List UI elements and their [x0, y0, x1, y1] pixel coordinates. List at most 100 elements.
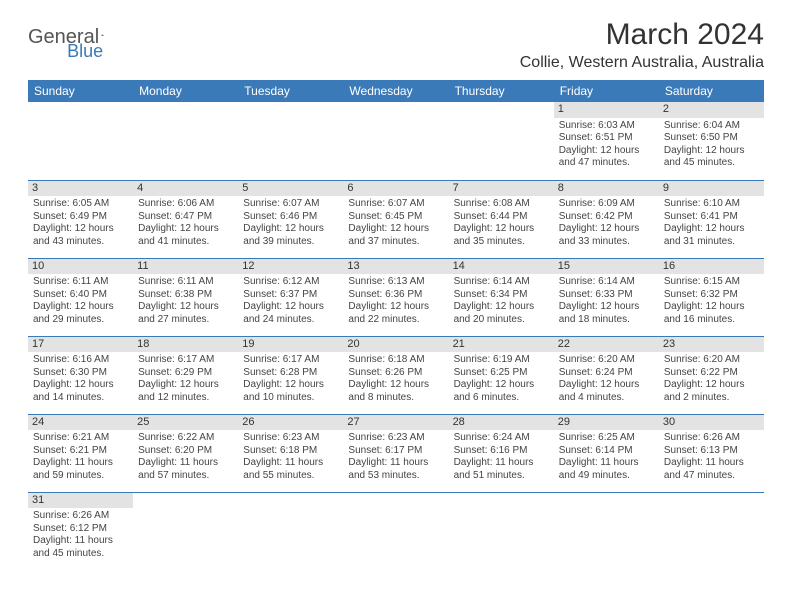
- calendar-cell: 23Sunrise: 6:20 AMSunset: 6:22 PMDayligh…: [659, 336, 764, 414]
- calendar-cell: [449, 492, 554, 570]
- calendar-cell: 14Sunrise: 6:14 AMSunset: 6:34 PMDayligh…: [449, 258, 554, 336]
- title-block: March 2024 Collie, Western Australia, Au…: [520, 18, 764, 72]
- daylight-text: Daylight: 11 hours and 49 minutes.: [559, 457, 654, 482]
- calendar-cell: 26Sunrise: 6:23 AMSunset: 6:18 PMDayligh…: [238, 414, 343, 492]
- daylight-text: Daylight: 11 hours and 59 minutes.: [33, 457, 128, 482]
- location-subtitle: Collie, Western Australia, Australia: [520, 54, 764, 72]
- sunrise-text: Sunrise: 6:03 AM: [559, 120, 654, 133]
- sunrise-text: Sunrise: 6:25 AM: [559, 432, 654, 445]
- daylight-text: Daylight: 11 hours and 47 minutes.: [664, 457, 759, 482]
- calendar-cell: 29Sunrise: 6:25 AMSunset: 6:14 PMDayligh…: [554, 414, 659, 492]
- sunset-text: Sunset: 6:49 PM: [33, 211, 128, 224]
- daylight-text: Daylight: 12 hours and 8 minutes.: [348, 379, 443, 404]
- logo-text-part2: Blue: [67, 41, 103, 62]
- daylight-text: Daylight: 12 hours and 35 minutes.: [454, 223, 549, 248]
- daylight-text: Daylight: 12 hours and 18 minutes.: [559, 301, 654, 326]
- day-number: 1: [554, 102, 659, 118]
- calendar-cell: 8Sunrise: 6:09 AMSunset: 6:42 PMDaylight…: [554, 180, 659, 258]
- calendar-cell: [238, 492, 343, 570]
- day-number: 31: [28, 493, 133, 509]
- calendar-cell: [343, 102, 448, 180]
- calendar-cell: 11Sunrise: 6:11 AMSunset: 6:38 PMDayligh…: [133, 258, 238, 336]
- sunrise-text: Sunrise: 6:17 AM: [243, 354, 338, 367]
- daylight-text: Daylight: 12 hours and 12 minutes.: [138, 379, 233, 404]
- calendar-body: 1Sunrise: 6:03 AMSunset: 6:51 PMDaylight…: [28, 102, 764, 570]
- sunrise-text: Sunrise: 6:23 AM: [243, 432, 338, 445]
- calendar-cell: 19Sunrise: 6:17 AMSunset: 6:28 PMDayligh…: [238, 336, 343, 414]
- sunset-text: Sunset: 6:21 PM: [33, 445, 128, 458]
- daylight-text: Daylight: 12 hours and 6 minutes.: [454, 379, 549, 404]
- sunrise-text: Sunrise: 6:20 AM: [559, 354, 654, 367]
- calendar-cell: 21Sunrise: 6:19 AMSunset: 6:25 PMDayligh…: [449, 336, 554, 414]
- day-number: 12: [238, 259, 343, 275]
- calendar-table: SundayMondayTuesdayWednesdayThursdayFrid…: [28, 80, 764, 570]
- sunset-text: Sunset: 6:33 PM: [559, 289, 654, 302]
- daylight-text: Daylight: 11 hours and 57 minutes.: [138, 457, 233, 482]
- calendar-cell: 2Sunrise: 6:04 AMSunset: 6:50 PMDaylight…: [659, 102, 764, 180]
- sunrise-text: Sunrise: 6:22 AM: [138, 432, 233, 445]
- sunrise-text: Sunrise: 6:15 AM: [664, 276, 759, 289]
- calendar-cell: [133, 102, 238, 180]
- daylight-text: Daylight: 12 hours and 33 minutes.: [559, 223, 654, 248]
- day-number: 3: [28, 181, 133, 197]
- day-header: Saturday: [659, 80, 764, 102]
- day-number: 11: [133, 259, 238, 275]
- day-number: 29: [554, 415, 659, 431]
- calendar-cell: 6Sunrise: 6:07 AMSunset: 6:45 PMDaylight…: [343, 180, 448, 258]
- sunset-text: Sunset: 6:26 PM: [348, 367, 443, 380]
- sunrise-text: Sunrise: 6:16 AM: [33, 354, 128, 367]
- daylight-text: Daylight: 11 hours and 51 minutes.: [454, 457, 549, 482]
- daylight-text: Daylight: 12 hours and 31 minutes.: [664, 223, 759, 248]
- sunrise-text: Sunrise: 6:14 AM: [559, 276, 654, 289]
- daylight-text: Daylight: 12 hours and 10 minutes.: [243, 379, 338, 404]
- day-number: 6: [343, 181, 448, 197]
- sunset-text: Sunset: 6:25 PM: [454, 367, 549, 380]
- daylight-text: Daylight: 12 hours and 16 minutes.: [664, 301, 759, 326]
- calendar-cell: [238, 102, 343, 180]
- daylight-text: Daylight: 12 hours and 45 minutes.: [664, 145, 759, 170]
- sunset-text: Sunset: 6:22 PM: [664, 367, 759, 380]
- daylight-text: Daylight: 12 hours and 24 minutes.: [243, 301, 338, 326]
- sunset-text: Sunset: 6:29 PM: [138, 367, 233, 380]
- sunset-text: Sunset: 6:46 PM: [243, 211, 338, 224]
- daylight-text: Daylight: 12 hours and 20 minutes.: [454, 301, 549, 326]
- calendar-cell: 20Sunrise: 6:18 AMSunset: 6:26 PMDayligh…: [343, 336, 448, 414]
- sunrise-text: Sunrise: 6:19 AM: [454, 354, 549, 367]
- calendar-cell: [28, 102, 133, 180]
- daylight-text: Daylight: 11 hours and 55 minutes.: [243, 457, 338, 482]
- sunset-text: Sunset: 6:34 PM: [454, 289, 549, 302]
- day-number: 30: [659, 415, 764, 431]
- sunset-text: Sunset: 6:40 PM: [33, 289, 128, 302]
- sunset-text: Sunset: 6:20 PM: [138, 445, 233, 458]
- daylight-text: Daylight: 11 hours and 45 minutes.: [33, 535, 128, 560]
- daylight-text: Daylight: 12 hours and 27 minutes.: [138, 301, 233, 326]
- day-number: 16: [659, 259, 764, 275]
- day-number: 27: [343, 415, 448, 431]
- day-number: 9: [659, 181, 764, 197]
- daylight-text: Daylight: 12 hours and 14 minutes.: [33, 379, 128, 404]
- sunrise-text: Sunrise: 6:07 AM: [243, 198, 338, 211]
- sunrise-text: Sunrise: 6:10 AM: [664, 198, 759, 211]
- day-number: 19: [238, 337, 343, 353]
- month-title: March 2024: [520, 18, 764, 52]
- day-number: 8: [554, 181, 659, 197]
- sunrise-text: Sunrise: 6:09 AM: [559, 198, 654, 211]
- calendar-cell: 13Sunrise: 6:13 AMSunset: 6:36 PMDayligh…: [343, 258, 448, 336]
- calendar-cell: 4Sunrise: 6:06 AMSunset: 6:47 PMDaylight…: [133, 180, 238, 258]
- day-number: 13: [343, 259, 448, 275]
- sunset-text: Sunset: 6:28 PM: [243, 367, 338, 380]
- sunrise-text: Sunrise: 6:04 AM: [664, 120, 759, 133]
- calendar-cell: 18Sunrise: 6:17 AMSunset: 6:29 PMDayligh…: [133, 336, 238, 414]
- calendar-cell: 31Sunrise: 6:26 AMSunset: 6:12 PMDayligh…: [28, 492, 133, 570]
- day-number: 25: [133, 415, 238, 431]
- day-header: Friday: [554, 80, 659, 102]
- day-header: Monday: [133, 80, 238, 102]
- sunrise-text: Sunrise: 6:05 AM: [33, 198, 128, 211]
- sunrise-text: Sunrise: 6:24 AM: [454, 432, 549, 445]
- calendar-cell: 1Sunrise: 6:03 AMSunset: 6:51 PMDaylight…: [554, 102, 659, 180]
- calendar-cell: 3Sunrise: 6:05 AMSunset: 6:49 PMDaylight…: [28, 180, 133, 258]
- sunset-text: Sunset: 6:32 PM: [664, 289, 759, 302]
- daylight-text: Daylight: 12 hours and 2 minutes.: [664, 379, 759, 404]
- sunset-text: Sunset: 6:36 PM: [348, 289, 443, 302]
- day-number: 5: [238, 181, 343, 197]
